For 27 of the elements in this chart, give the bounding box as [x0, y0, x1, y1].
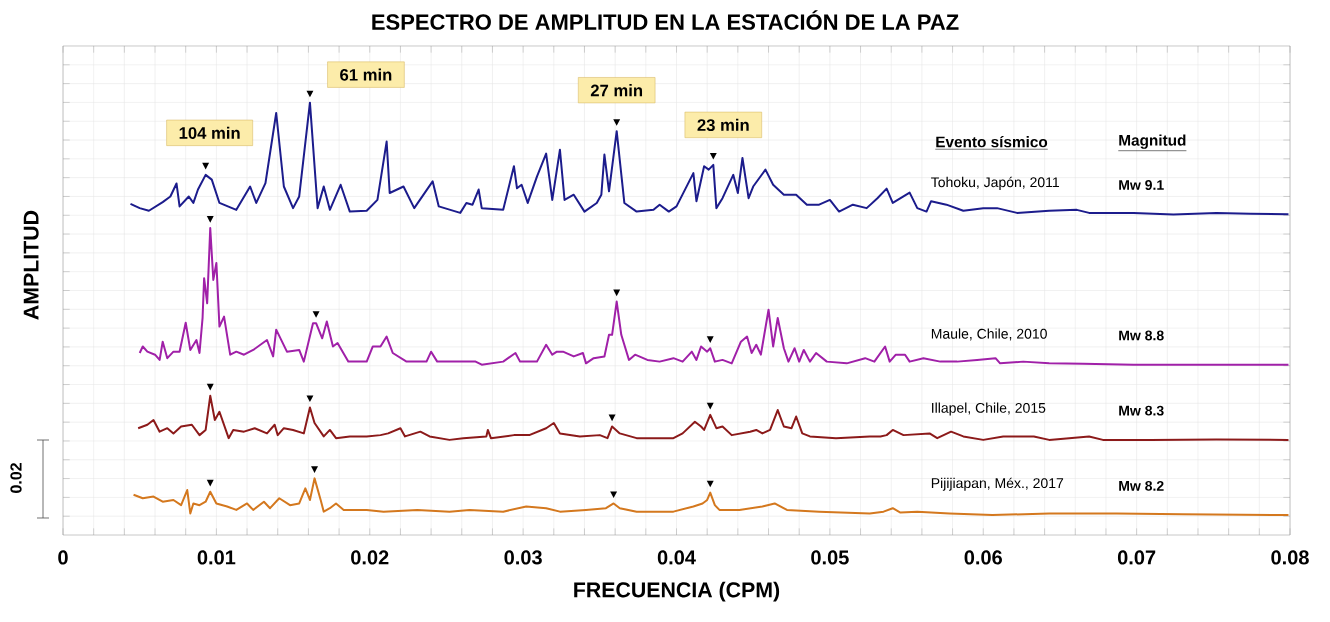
series-label: Maule, Chile, 2010 [931, 328, 1047, 341]
series-label: Illapel, Chile, 2015 [932, 402, 1046, 416]
text: 0.02 [10, 463, 22, 493]
x-tick-label: 0.03 [504, 550, 542, 565]
annotation: Mw 8.3 [1119, 405, 1164, 416]
x-axis-title: FRECUENCIA (CPM) [574, 581, 780, 602]
series-label: Tohoku, Japón, 2011 [931, 176, 1059, 190]
annotation: Mw 8.2 [1119, 480, 1164, 491]
series-label: Pijijiapan, Méx., 2017 [931, 477, 1064, 491]
annotation: 23 min [697, 118, 749, 132]
y-axis-title: AMPLITUD [23, 210, 39, 320]
x-tick-label: 0 [58, 550, 68, 565]
x-tick-label: 0.06 [964, 550, 1002, 565]
x-tick-label: 0.05 [811, 550, 849, 565]
x-tick-label: 0.04 [657, 550, 696, 565]
annotation: 104 min [179, 126, 240, 139]
annotation: 61 min [340, 68, 392, 81]
x-tick-label: 0.01 [197, 550, 236, 565]
chart-title: ESPECTRO DE AMPLITUD EN LA ESTACIÓN DE LA PAZ [372, 10, 959, 30]
annotation: Magnitud [1119, 134, 1186, 149]
annotation: 27 min [590, 84, 643, 97]
annotation: Mw 8.8 [1119, 330, 1164, 341]
annotation: Mw 9.1 [1119, 180, 1164, 190]
x-tick-label: 0.08 [1271, 550, 1309, 565]
x-tick-label: 0.07 [1117, 550, 1156, 565]
x-tick-label: 0.02 [351, 550, 389, 565]
annotation: Evento sísmico [936, 135, 1048, 148]
